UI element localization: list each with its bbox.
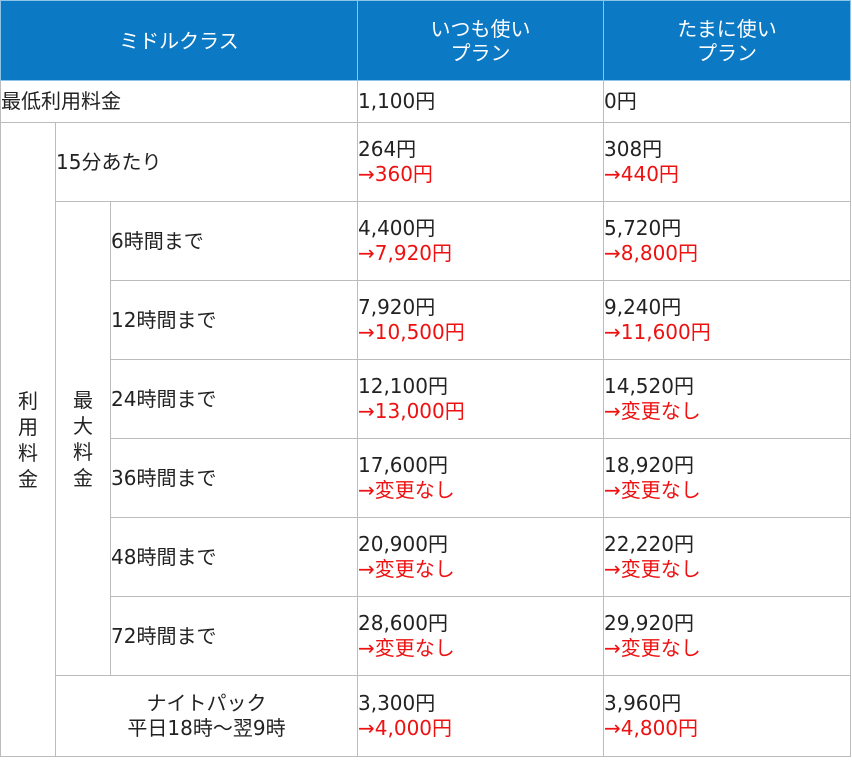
night-plan-a: 3,300円 →4,000円 [357,675,604,757]
max-row-plan-b: 5,720円 →8,800円 [603,201,851,281]
max-row-plan-a: 17,600円 →変更なし [357,438,604,518]
old-price: 264円 [358,137,417,161]
max-fee-char: 料 [73,439,93,464]
max-row-label: 6時間まで [110,201,358,281]
table-row-min-fee: 最低利用料金 1,100円 0円 [0,80,851,123]
usage-fee-char: 用 [18,414,38,439]
new-price: →変更なし [358,636,455,660]
old-price: 3,960円 [604,691,682,715]
usage-fee-char: 料 [18,440,38,465]
table-row-max-24h: 24時間まで 12,100円 →13,000円 14,520円 →変更なし [1,359,851,439]
new-price: →4,000円 [358,716,453,740]
table-row-per15: 利 用 料 金 15分あたり 264円 →360円 308円 →440円 [0,122,851,757]
old-price: 3,300円 [358,691,436,715]
old-price: 4,400円 [358,216,436,240]
old-price: 17,600円 [358,453,448,477]
table-row-max-48h: 48時間まで 20,900円 →変更なし 22,220円 →変更なし [1,517,851,597]
header-plan-a-line1: いつも使い [430,16,531,41]
old-price: 29,920円 [604,611,694,635]
old-price: 308円 [604,137,663,161]
night-pack-title: ナイトパック [146,691,267,715]
per15-plan-b: 308円 →440円 [603,122,851,202]
old-price: 22,220円 [604,532,694,556]
old-price: 9,240円 [604,295,682,319]
max-row-plan-a: 28,600円 →変更なし [357,596,604,676]
new-price: →8,800円 [604,241,699,265]
new-price: →変更なし [604,399,701,423]
max-row-plan-a: 12,100円 →13,000円 [357,359,604,439]
new-price: →変更なし [358,557,455,581]
min-fee-label: 最低利用料金 [0,80,358,123]
new-price: →13,000円 [358,399,465,423]
max-fee-char: 最 [73,387,93,412]
table-row-max-36h: 36時間まで 17,600円 →変更なし 18,920円 →変更なし [1,438,851,518]
new-price: →変更なし [604,478,701,502]
old-price: 12,100円 [358,374,448,398]
usage-fee-label: 利 用 料 金 [0,122,56,757]
per15-label: 15分あたり [55,122,358,202]
old-price: 7,920円 [358,295,436,319]
min-fee-plan-b: 0円 [603,80,851,123]
max-row-plan-a: 20,900円 →変更なし [357,517,604,597]
max-fee-char: 大 [73,413,93,438]
old-price: 18,920円 [604,453,694,477]
old-price: 28,600円 [358,611,448,635]
max-row-label: 72時間まで [110,596,358,676]
max-row-label: 24時間まで [110,359,358,439]
night-plan-b: 3,960円 →4,800円 [603,675,851,757]
new-price: →11,600円 [604,320,711,344]
min-fee-plan-a: 1,100円 [357,80,604,123]
usage-fee-char: 利 [18,388,38,413]
header-class-name: ミドルクラス [0,0,358,81]
new-price: →360円 [358,162,433,186]
new-price: →10,500円 [358,320,465,344]
old-price: 20,900円 [358,532,448,556]
max-row-plan-b: 22,220円 →変更なし [603,517,851,597]
max-row-plan-b: 9,240円 →11,600円 [603,280,851,360]
new-price: →変更なし [358,478,455,502]
header-plan-a-line2: プラン [450,40,511,65]
new-price: →変更なし [604,636,701,660]
table-row-max-72h: 72時間まで 28,600円 →変更なし 29,920円 →変更なし [1,596,851,676]
table-row-max-6h: 最 大 料 金 6時間まで 4,400円 →7,920円 5,720円 →8,8… [1,201,851,676]
new-price: →変更なし [604,557,701,581]
table-row-max-12h: 12時間まで 7,920円 →10,500円 9,240円 →11,600円 [1,280,851,360]
table-row-night-pack: ナイトパック 平日18時～翌9時 3,300円 →4,000円 3,960円 →… [1,675,851,757]
max-row-plan-a: 7,920円 →10,500円 [357,280,604,360]
old-price: 14,520円 [604,374,694,398]
max-row-label: 12時間まで [110,280,358,360]
new-price: →440円 [604,162,679,186]
max-row-plan-a: 4,400円 →7,920円 [357,201,604,281]
new-price: →7,920円 [358,241,453,265]
night-pack-label: ナイトパック 平日18時～翌9時 [55,675,358,757]
max-row-label: 48時間まで [110,517,358,597]
max-row-plan-b: 29,920円 →変更なし [603,596,851,676]
header-plan-b-line2: プラン [697,40,757,65]
max-row-label: 36時間まで [110,438,358,518]
max-row-plan-b: 18,920円 →変更なし [603,438,851,518]
new-price: →4,800円 [604,716,699,740]
per15-plan-a: 264円 →360円 [357,122,604,202]
max-row-plan-b: 14,520円 →変更なし [603,359,851,439]
max-fee-label: 最 大 料 金 [55,201,111,676]
usage-fee-char: 金 [18,466,38,491]
header-plan-a: いつも使い プラン [357,0,604,81]
header-plan-b-line1: たまに使い [677,16,777,41]
old-price: 5,720円 [604,216,682,240]
header-class-name-text: ミドルクラス [119,28,239,53]
header-plan-b: たまに使い プラン [603,0,851,81]
night-pack-hours: 平日18時～翌9時 [127,716,286,740]
table-header-row: ミドルクラス いつも使い プラン たまに使い プラン [0,0,851,81]
max-fee-char: 金 [73,465,93,490]
